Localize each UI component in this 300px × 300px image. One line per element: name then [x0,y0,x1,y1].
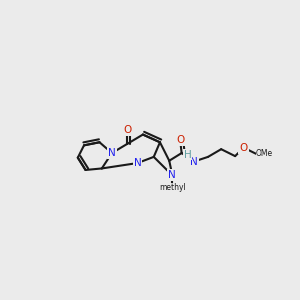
Text: methyl: methyl [159,183,186,192]
Text: O: O [239,143,248,153]
Text: N: N [134,158,141,168]
Text: N: N [169,170,176,180]
Text: N: N [190,157,198,166]
Text: O: O [176,135,184,145]
Text: N: N [108,148,116,158]
Text: H: H [184,150,192,160]
Text: O: O [123,125,131,135]
Text: OMe: OMe [256,149,273,158]
